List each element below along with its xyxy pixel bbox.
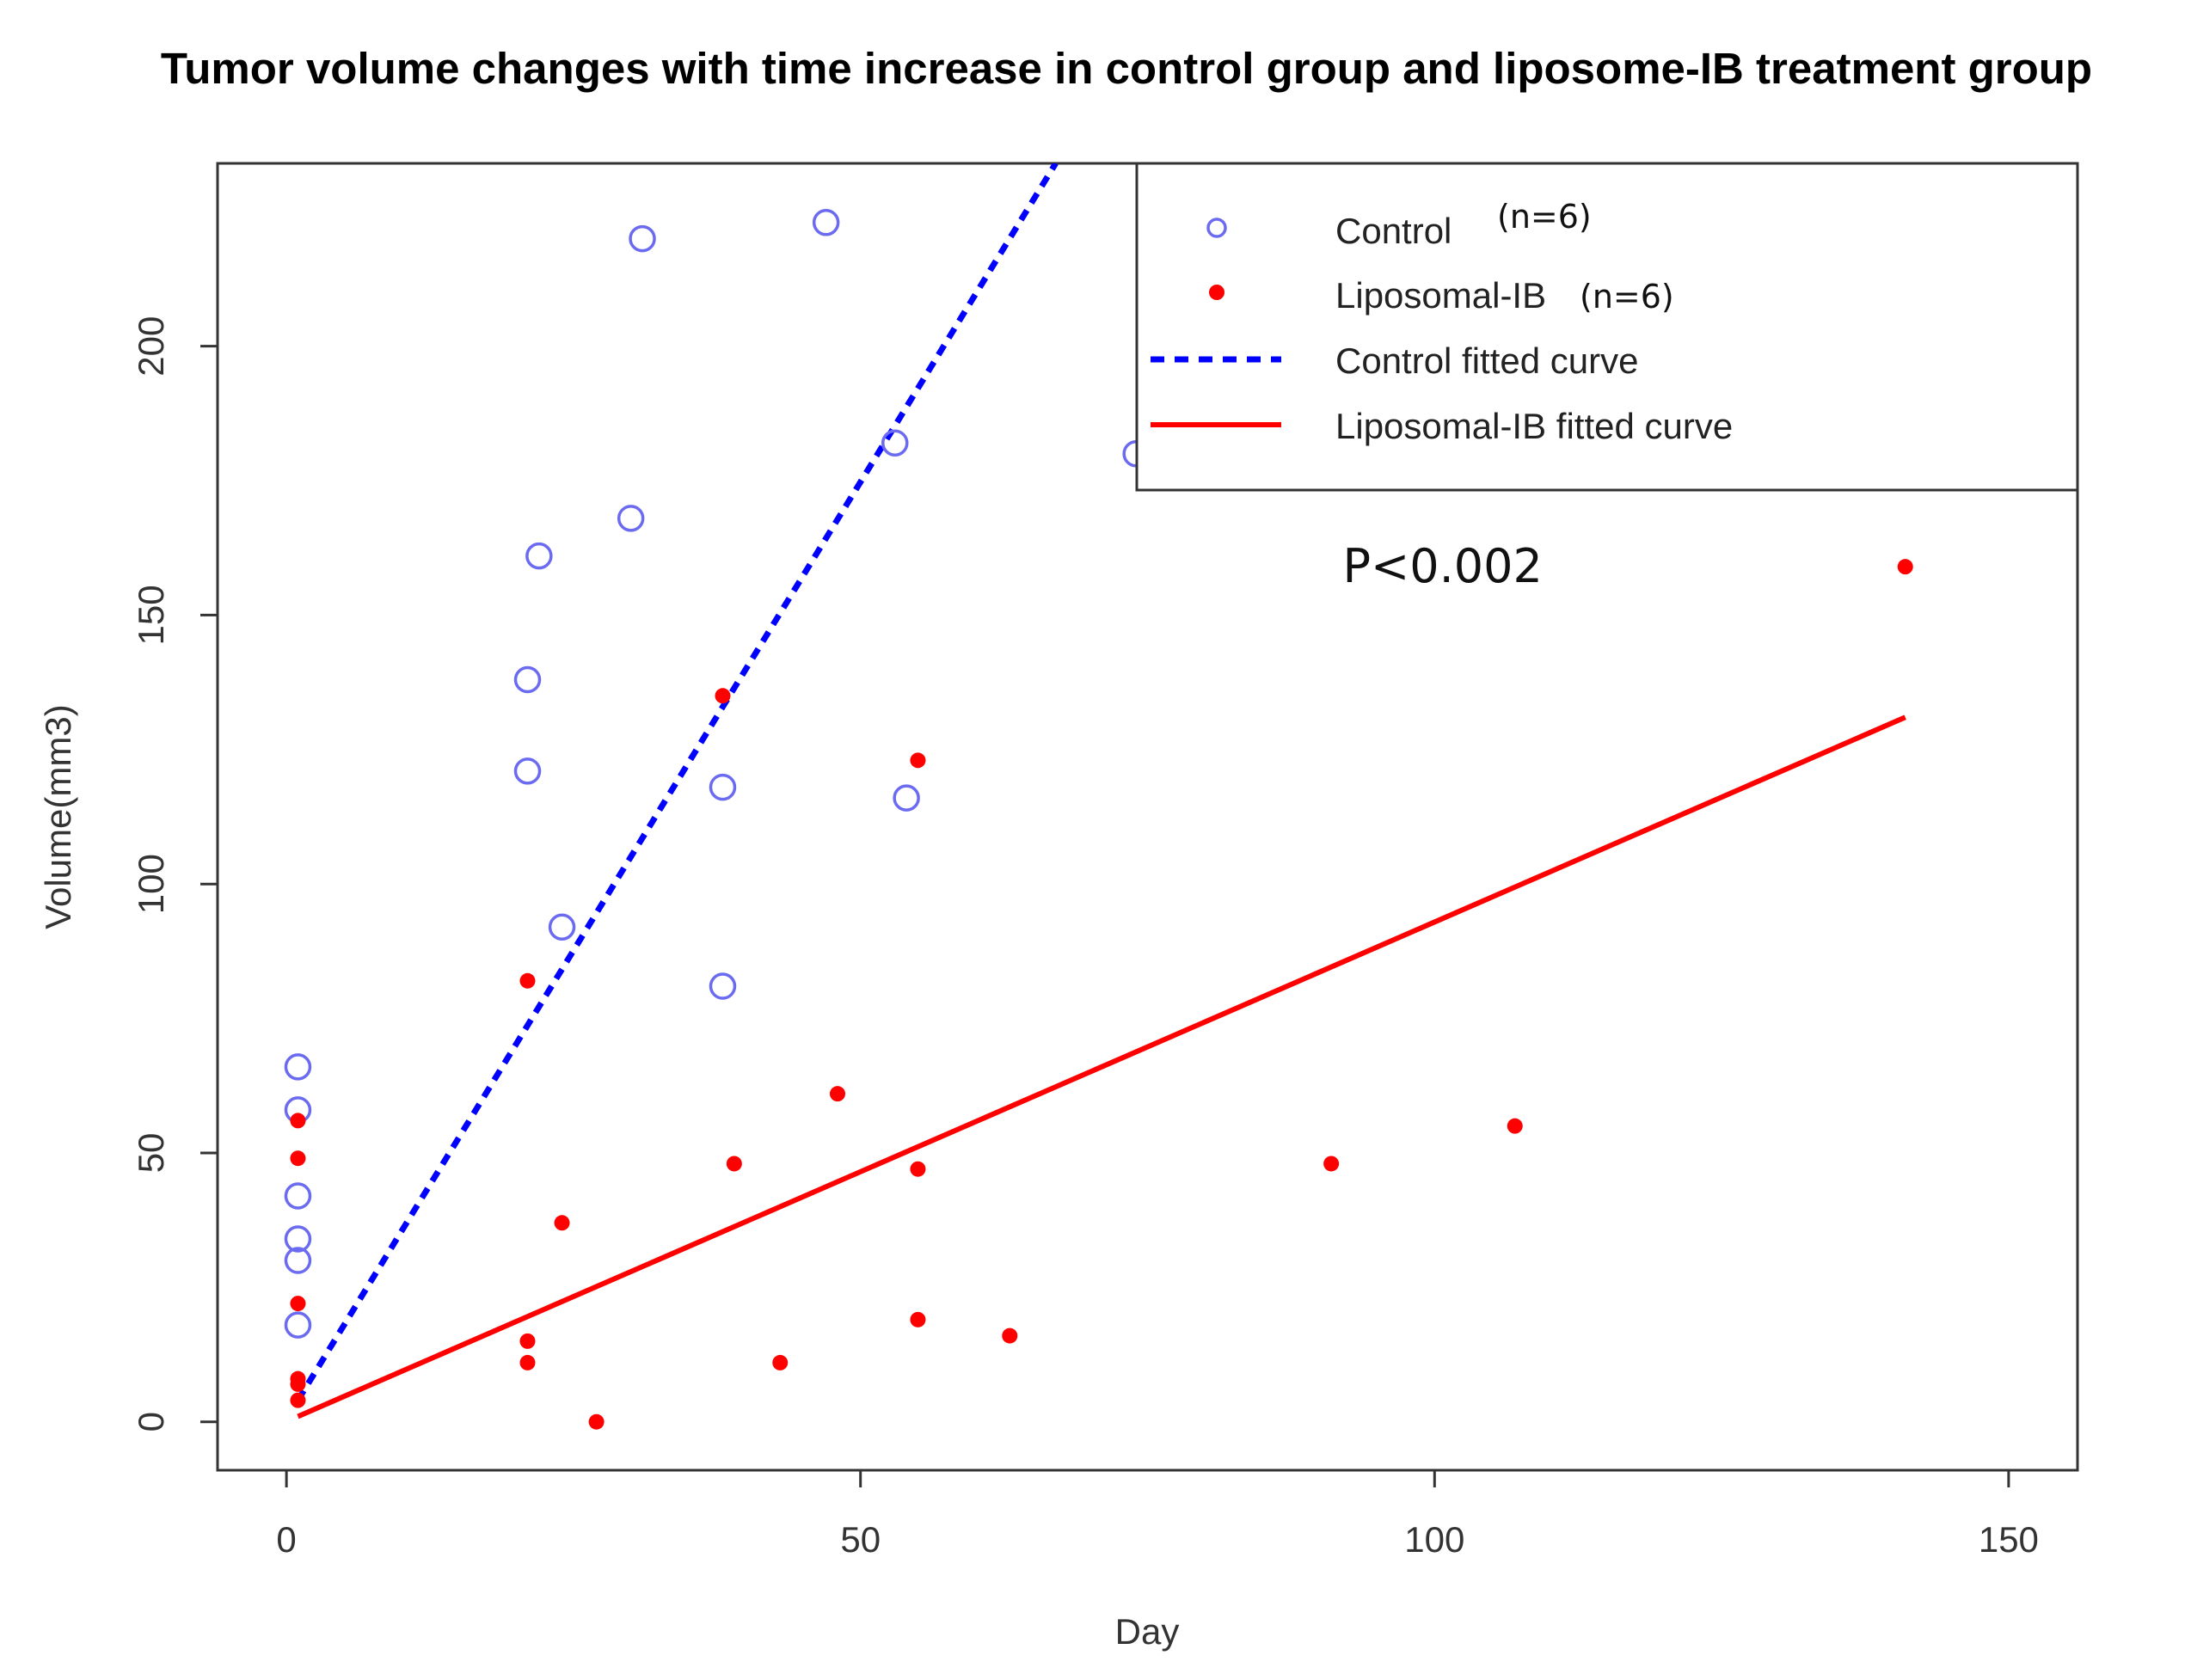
y-axis-label: Volume(mm3) [38, 704, 78, 929]
liposomal-point [726, 1156, 742, 1172]
legend-liposomal-fit-label: Liposomal-IB fitted curve [1335, 406, 1733, 446]
control-point [881, 429, 909, 457]
control-point [893, 784, 920, 812]
control-point [513, 665, 542, 694]
control-point [629, 224, 656, 253]
legend-control-marker [1206, 218, 1227, 238]
liposomal-point [1507, 1118, 1523, 1134]
liposomal-point [290, 1296, 306, 1312]
fitted-curves [295, 163, 1906, 1419]
liposomal-point [1002, 1327, 1018, 1344]
p-value-annotation: P<0.002 [1342, 539, 1542, 593]
legend-control-n: (n=6) [1497, 198, 1592, 236]
liposomal-point [910, 1161, 926, 1177]
liposomal-point [519, 972, 536, 989]
control-point [284, 1247, 312, 1274]
control-fitted-curve [295, 163, 1059, 1402]
liposomal-point [519, 1354, 536, 1370]
legend-liposomal-label: Liposomal-IB [1335, 275, 1546, 316]
legend-liposomal-marker [1209, 285, 1224, 300]
liposomal-point [1323, 1156, 1340, 1172]
x-tick-label: 50 [840, 1519, 881, 1560]
liposomal-point [290, 1392, 306, 1408]
control-point [284, 1182, 312, 1210]
control-point [513, 757, 542, 785]
control-point [709, 972, 737, 1000]
y-tick-label: 150 [131, 585, 171, 645]
legend: Control (n=6) Liposomal-IB (n=6) Control… [1135, 162, 2079, 492]
control-point [284, 1311, 312, 1339]
liposomal-point [830, 1086, 845, 1102]
liposomal-fitted-curve [297, 714, 1906, 1419]
y-axis: 0 50 100 150 200 [131, 316, 219, 1432]
liposomal-point [910, 752, 926, 769]
control-point [548, 913, 576, 941]
x-axis-label: Day [1115, 1611, 1180, 1652]
control-point [525, 542, 553, 570]
legend-box [1135, 162, 2079, 492]
control-point [617, 505, 645, 532]
control-point [709, 773, 737, 801]
liposomal-point [910, 1311, 926, 1327]
liposomal-point [290, 1150, 306, 1167]
x-tick-label: 150 [1979, 1519, 2039, 1560]
y-tick-label: 50 [131, 1133, 171, 1174]
x-axis: 0 50 100 150 [276, 1468, 2039, 1560]
legend-control-fit-label: Control fitted curve [1335, 340, 1639, 381]
chart-title: Tumor volume changes with time increase … [161, 44, 2092, 93]
legend-control-label: Control [1335, 211, 1452, 251]
control-point [284, 1225, 312, 1253]
liposomal-point [290, 1113, 306, 1129]
liposomal-point [1897, 559, 1913, 575]
control-point [284, 1053, 312, 1081]
legend-liposomal-n: (n=6) [1580, 278, 1674, 316]
liposomal-point [772, 1354, 789, 1370]
liposomal-point [588, 1413, 605, 1430]
liposomal-point [715, 688, 731, 704]
x-tick-label: 100 [1404, 1519, 1464, 1560]
y-tick-label: 100 [131, 854, 171, 914]
control-point [812, 209, 840, 236]
y-tick-label: 200 [131, 316, 171, 377]
liposomal-point [519, 1333, 536, 1349]
liposomal-point [554, 1215, 570, 1231]
x-tick-label: 0 [276, 1519, 296, 1560]
y-tick-label: 0 [131, 1412, 171, 1432]
liposomal-point [290, 1376, 306, 1392]
